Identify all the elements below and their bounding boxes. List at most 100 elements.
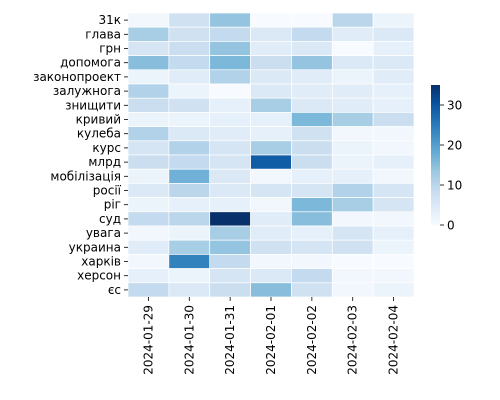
heatmap-cell <box>291 268 333 284</box>
heatmap-cell <box>331 183 374 198</box>
row-label: херсон <box>77 269 121 283</box>
heatmap-cell <box>209 211 251 227</box>
heatmap-cell <box>250 268 292 284</box>
heatmap-cell <box>209 197 251 213</box>
colorbar-segment <box>431 139 440 142</box>
row-label: 31к <box>98 13 121 27</box>
heatmap-cell <box>250 83 292 99</box>
heatmap-cell <box>127 168 170 184</box>
colorbar-segment <box>431 159 440 162</box>
heatmap-cell <box>372 154 415 170</box>
colorbar-segment <box>431 145 440 148</box>
heatmap-cell <box>331 83 374 99</box>
row-label: мобілізація <box>50 169 121 183</box>
heatmap-cell <box>250 225 292 241</box>
heatmap-cell <box>372 83 415 99</box>
heatmap-cell <box>209 12 251 28</box>
heatmap-cell <box>372 12 415 28</box>
heatmap-cell <box>291 239 333 255</box>
colorbar-segment <box>431 133 440 136</box>
heatmap-cell <box>209 225 251 241</box>
colorbar-segment <box>431 211 440 214</box>
heatmap-cell <box>291 140 333 156</box>
colorbar-segment <box>431 161 440 164</box>
colorbar-segment <box>431 127 440 130</box>
heatmap-cell <box>250 183 292 198</box>
heatmap-cell <box>127 83 170 99</box>
colorbar-segment <box>431 197 440 200</box>
heatmap-cell <box>168 12 211 28</box>
heatmap-cell <box>372 55 415 71</box>
colorbar-segment <box>431 201 440 204</box>
heatmap-cell <box>168 197 211 213</box>
colorbar-segment <box>431 205 440 208</box>
heatmap-cell <box>331 168 374 184</box>
colorbar-segment <box>431 207 440 210</box>
heatmap-cell <box>250 197 292 213</box>
heatmap-cell <box>331 268 374 284</box>
heatmap-cell <box>168 140 211 156</box>
colorbar-segment <box>431 169 440 172</box>
colorbar-segment <box>431 149 440 152</box>
heatmap-cell <box>372 140 415 156</box>
colorbar-segment <box>431 137 440 140</box>
heatmap-cell <box>127 211 170 227</box>
heatmap-cell <box>168 254 211 269</box>
heatmap-cell <box>372 225 415 241</box>
colorbar-segment <box>431 195 440 198</box>
heatmap-cell <box>168 126 211 142</box>
heatmap-cell <box>250 154 292 170</box>
heatmap-cell <box>250 254 292 269</box>
colorbar-tick-label: 30 <box>447 99 462 113</box>
heatmap-cell <box>250 55 292 71</box>
colorbar-segment <box>431 215 440 218</box>
column-label: 2024-02-03 <box>346 305 360 375</box>
heatmap-cell <box>291 254 333 269</box>
colorbar-tick-label: 20 <box>447 139 462 153</box>
heatmap-cell <box>168 26 211 42</box>
heatmap-cell <box>372 168 415 184</box>
heatmap-cell <box>209 112 251 127</box>
column-label: 2024-01-30 <box>182 305 196 375</box>
heatmap-cell <box>331 197 374 213</box>
heatmap-cell <box>127 197 170 213</box>
column-label: 2024-01-31 <box>223 305 237 375</box>
colorbar-segment <box>431 217 440 220</box>
heatmap-cell <box>209 282 251 298</box>
heatmap-cell <box>209 183 251 198</box>
colorbar-segment <box>431 187 440 190</box>
colorbar-segment <box>431 131 440 134</box>
row-label: суд <box>99 212 121 226</box>
heatmap-cell <box>372 97 415 113</box>
heatmap-cell <box>250 239 292 255</box>
heatmap-cell <box>250 12 292 28</box>
heatmap-cell <box>209 154 251 170</box>
heatmap-cells <box>127 12 415 298</box>
heatmap-cell <box>209 83 251 99</box>
heatmap-cell <box>291 197 333 213</box>
colorbar-segment <box>431 119 440 122</box>
heatmap-cell <box>209 168 251 184</box>
heatmap-cell <box>168 168 211 184</box>
heatmap-cell <box>372 268 415 284</box>
row-label: залужнога <box>53 84 121 98</box>
column-label: 2024-02-02 <box>305 305 319 375</box>
row-label: глава <box>85 27 121 41</box>
colorbar-segment <box>431 113 440 116</box>
heatmap-cell <box>127 225 170 241</box>
heatmap-cell <box>250 168 292 184</box>
colorbar-segment <box>431 167 440 170</box>
heatmap-cell <box>127 26 170 42</box>
row-label: украина <box>69 240 121 254</box>
colorbar-segment <box>431 157 440 160</box>
colorbar-tick-label: 10 <box>447 179 462 193</box>
heatmap-cell <box>372 282 415 298</box>
colorbar-segment <box>431 125 440 128</box>
colorbar-tick-label: 0 <box>447 219 455 233</box>
heatmap-cell <box>127 112 170 127</box>
heatmap-cell <box>168 268 211 284</box>
colorbar-segment <box>431 223 440 226</box>
heatmap-cell <box>209 97 251 113</box>
heatmap-cell <box>209 140 251 156</box>
